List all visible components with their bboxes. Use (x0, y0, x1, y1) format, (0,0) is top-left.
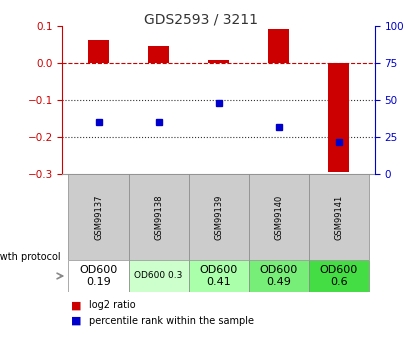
Text: GSM99137: GSM99137 (94, 195, 103, 240)
Bar (328, 63, 349, 172)
Text: ■: ■ (71, 300, 81, 310)
Text: OD600 0.3: OD600 0.3 (134, 272, 183, 280)
Text: OD600
0.6: OD600 0.6 (320, 265, 358, 287)
Text: growth protocol: growth protocol (0, 253, 60, 262)
Text: GDS2593 / 3211: GDS2593 / 3211 (145, 12, 258, 26)
Text: OD600
0.41: OD600 0.41 (199, 265, 238, 287)
Bar (189, 174, 249, 260)
Text: log2 ratio: log2 ratio (89, 300, 135, 310)
Bar (148, 46, 169, 63)
Bar (189, 260, 249, 292)
Text: GSM99140: GSM99140 (274, 195, 283, 240)
Bar (69, 174, 129, 260)
Bar (249, 174, 309, 260)
Text: OD600
0.19: OD600 0.19 (79, 265, 118, 287)
Text: ■: ■ (71, 316, 81, 326)
Bar (249, 260, 309, 292)
Bar (129, 260, 189, 292)
Bar (88, 40, 109, 63)
Bar (268, 29, 289, 63)
Text: OD600
0.49: OD600 0.49 (260, 265, 298, 287)
Text: GSM99138: GSM99138 (154, 195, 163, 240)
Bar (208, 60, 229, 63)
Bar (309, 260, 369, 292)
Bar (129, 174, 189, 260)
Text: percentile rank within the sample: percentile rank within the sample (89, 316, 253, 326)
Text: GSM99141: GSM99141 (334, 195, 343, 240)
Text: GSM99139: GSM99139 (214, 195, 223, 240)
Bar (309, 174, 369, 260)
Bar (69, 260, 129, 292)
